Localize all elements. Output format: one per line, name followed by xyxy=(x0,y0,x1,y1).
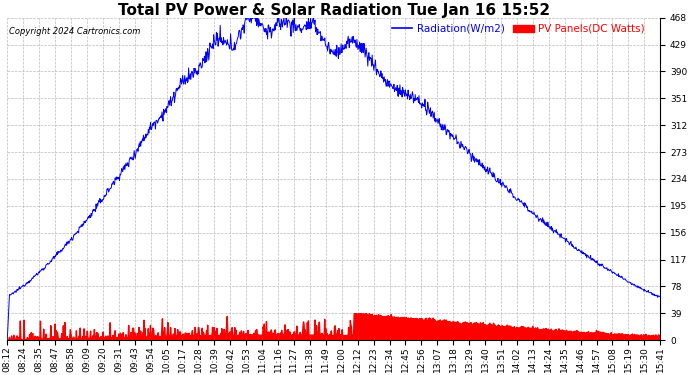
Legend: Radiation(W/m2), PV Panels(DC Watts): Radiation(W/m2), PV Panels(DC Watts) xyxy=(387,20,649,38)
Text: Copyright 2024 Cartronics.com: Copyright 2024 Cartronics.com xyxy=(8,27,140,36)
Title: Total PV Power & Solar Radiation Tue Jan 16 15:52: Total PV Power & Solar Radiation Tue Jan… xyxy=(118,3,550,18)
